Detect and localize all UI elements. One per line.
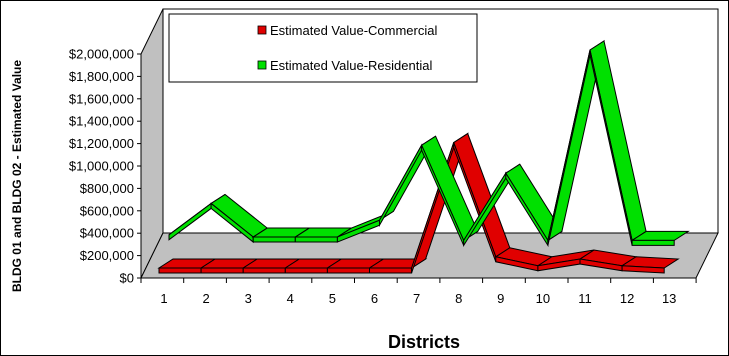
legend-label-commercial: Estimated Value-Commercial	[270, 23, 437, 38]
y-tick-label: $1,400,000	[69, 114, 134, 129]
y-tick-label: $1,000,000	[69, 159, 134, 174]
x-tick-label: 10	[536, 291, 550, 306]
series-commercial	[157, 132, 680, 274]
ribbon-segment-front	[284, 267, 328, 274]
ribbon-segment-front	[252, 236, 296, 243]
x-tick-label: 11	[578, 291, 592, 306]
legend-label-residential: Estimated Value-Residential	[270, 58, 432, 73]
ribbon-segment-front	[242, 267, 286, 274]
y-tick-label: $0	[120, 271, 134, 286]
x-tick-label: 13	[662, 291, 676, 306]
x-tick-label: 8	[455, 291, 462, 306]
y-axis: $0 $200,000 $400,000 $600,000 $800,000 $1,000…	[69, 47, 142, 286]
x-tick-label: 3	[245, 291, 252, 306]
x-tick-label: 6	[371, 291, 378, 306]
y-tick-label: $1,800,000	[69, 69, 134, 84]
ribbon-segment-front	[631, 239, 675, 246]
x-tick-label: 7	[413, 291, 420, 306]
x-axis-title: Districts	[388, 332, 460, 352]
ribbon-segment-front	[369, 267, 413, 274]
ribbon-segment-front	[158, 267, 202, 274]
ribbon-segment-front	[200, 267, 244, 274]
side-wall	[140, 8, 164, 279]
y-tick-label: $200,000	[80, 248, 134, 263]
x-tick-label: 5	[329, 291, 336, 306]
y-tick-label: $400,000	[80, 226, 134, 241]
y-axis-title: BLDG 01 and BLDG 02 - Estimated Value	[10, 60, 24, 292]
ribbon-segment-front	[294, 236, 338, 243]
x-tick-label: 4	[287, 291, 294, 306]
x-tick-label: 2	[202, 291, 209, 306]
y-tick-label: $1,200,000	[69, 136, 134, 151]
legend-swatch-residential	[257, 60, 267, 70]
x-tick-label: 9	[497, 291, 504, 306]
x-tick-label: 1	[160, 291, 167, 306]
legend-box	[168, 13, 478, 83]
legend-swatch-commercial	[257, 25, 267, 35]
series-residential	[168, 39, 690, 248]
y-tick-label: $2,000,000	[69, 47, 134, 62]
x-tick-label: 12	[620, 291, 634, 306]
y-tick-label: $600,000	[80, 203, 134, 218]
x-axis: 1 2 3 4 5 6 7 8 9 10 11 12 13	[140, 277, 697, 306]
legend: Estimated Value-Commercial Estimated Val…	[168, 13, 478, 83]
ribbon-segment-front	[326, 267, 370, 274]
y-tick-label: $800,000	[80, 181, 134, 196]
ribbon-segment-front	[621, 265, 665, 274]
y-tick-label: $1,600,000	[69, 91, 134, 106]
